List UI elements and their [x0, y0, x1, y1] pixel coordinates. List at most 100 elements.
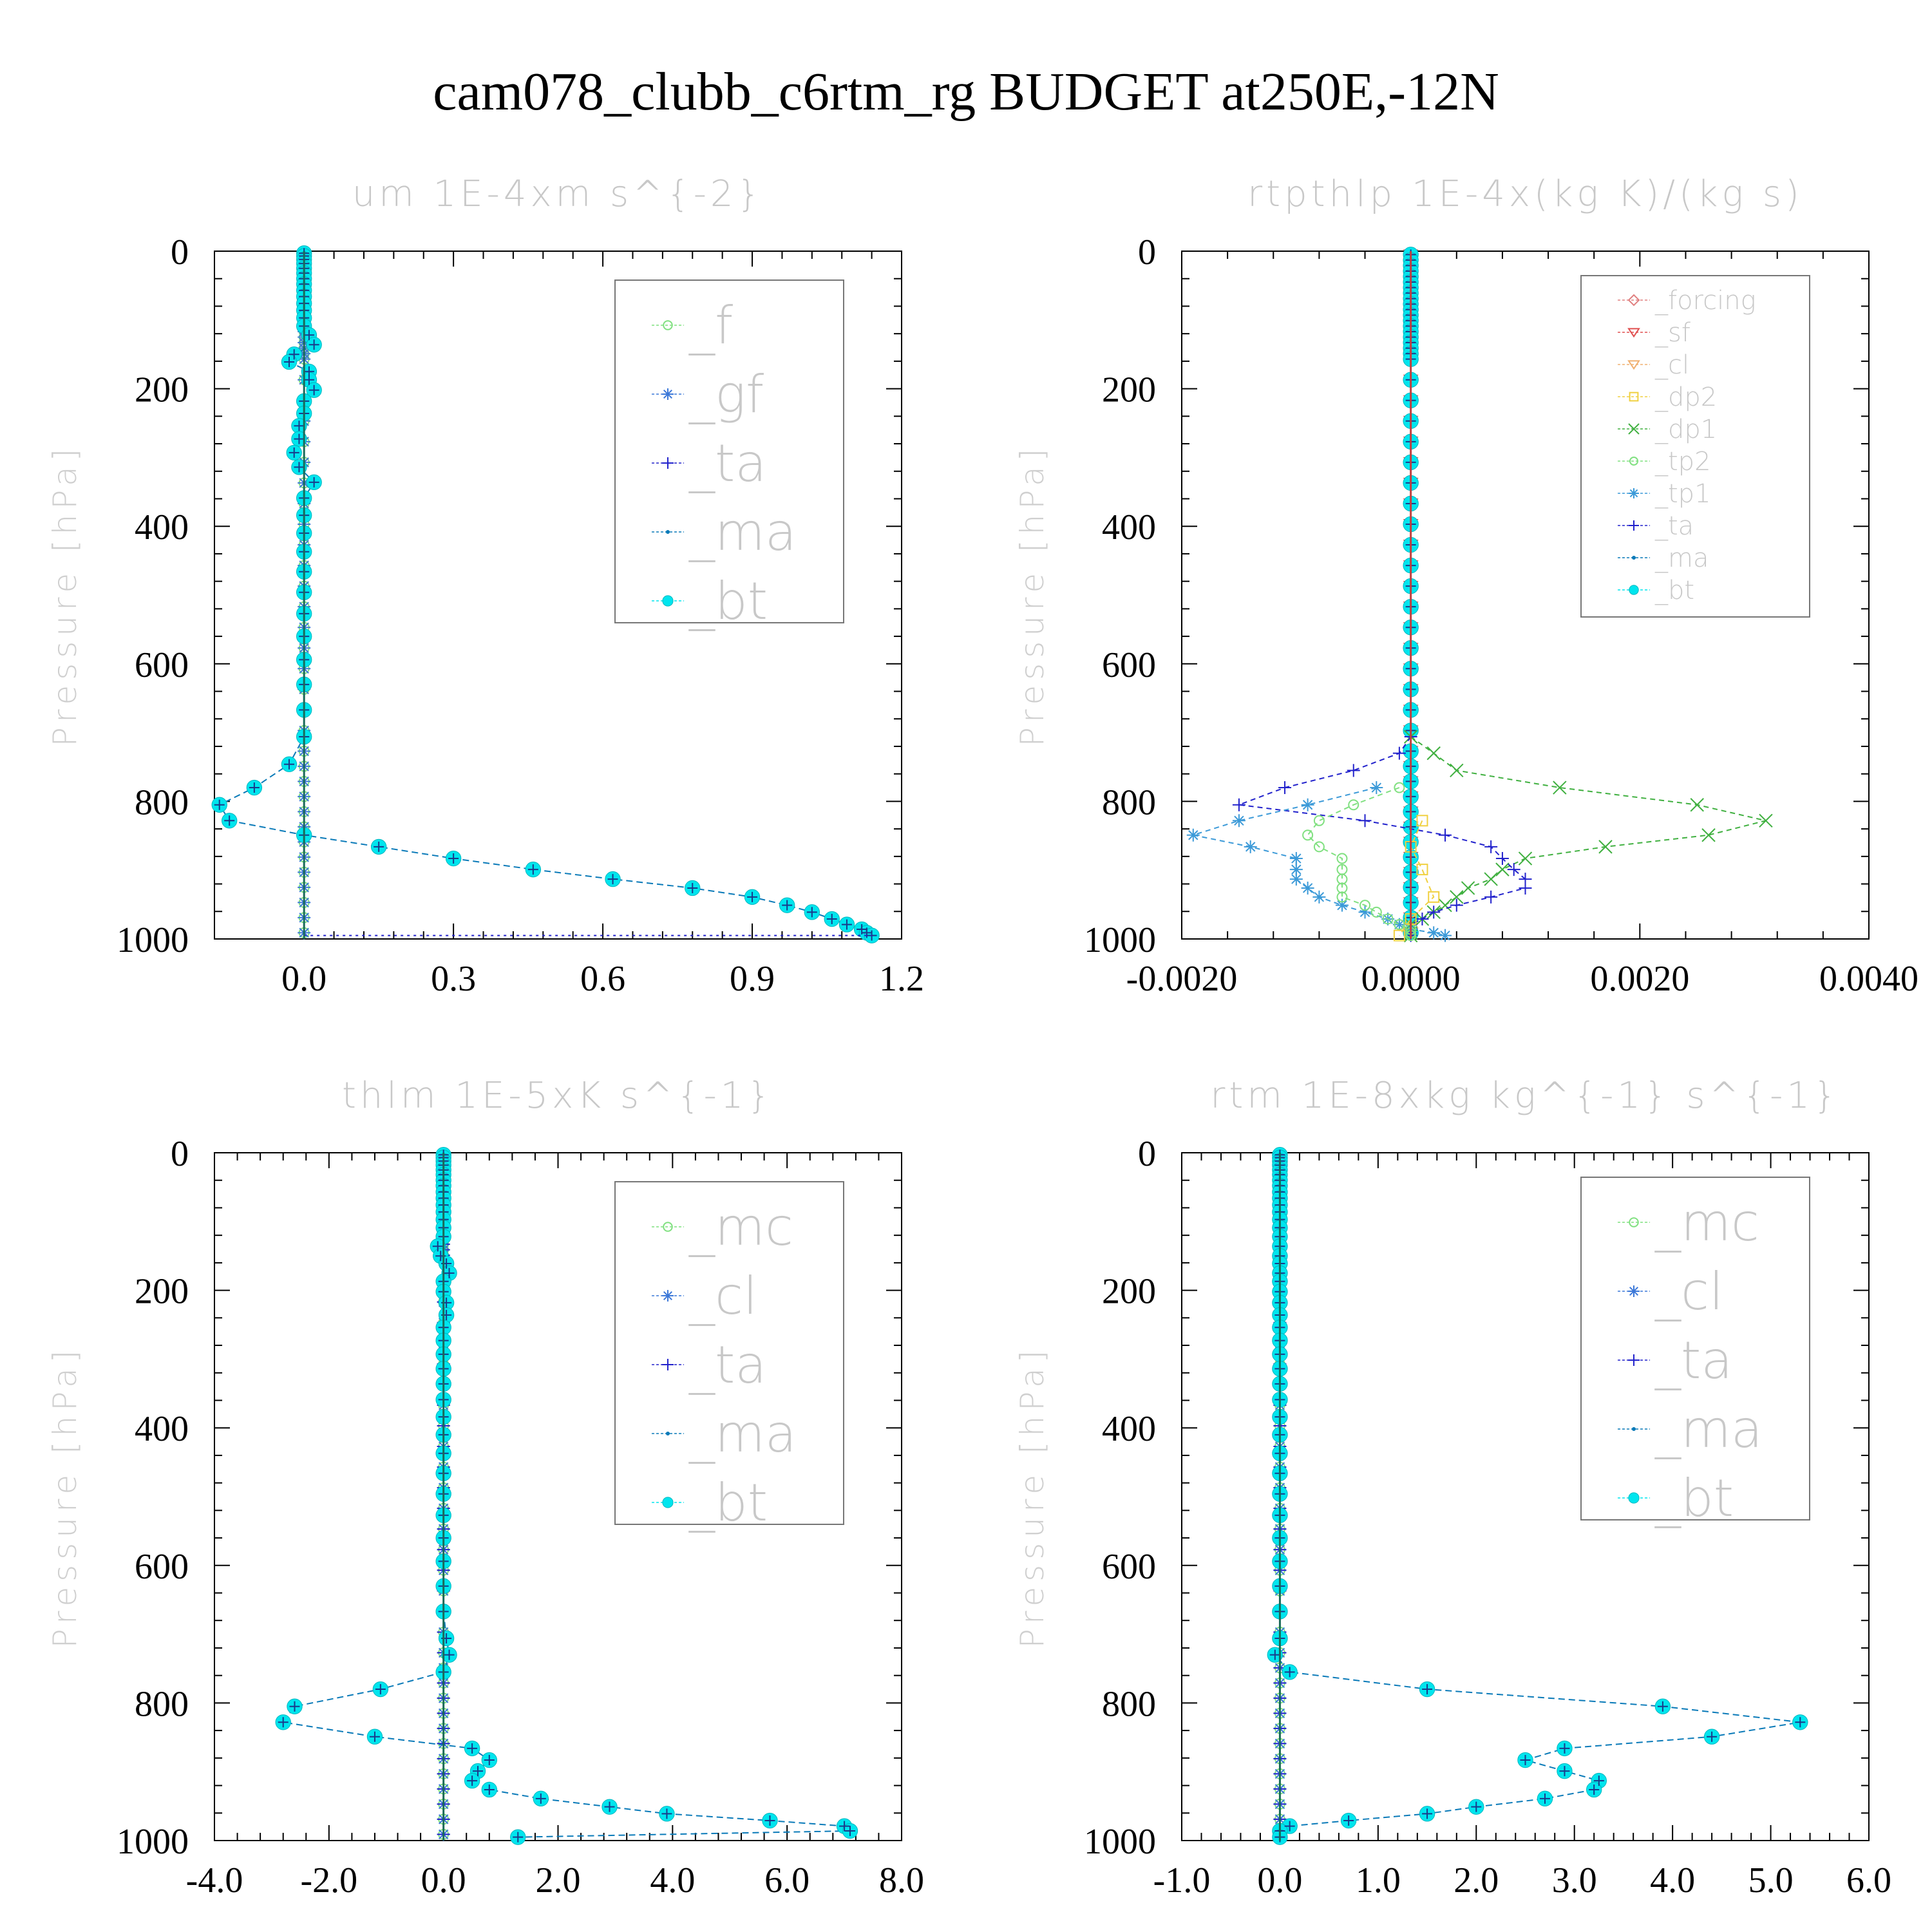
legend-entry-bt: _bt: [652, 571, 768, 631]
data-point: [1484, 840, 1498, 853]
panel-1: um 1E-4xm s^{-2} Pressure [hPa] 0.0 0.3 0.6 0…: [46, 173, 924, 999]
x-tick-label: 0.0000: [1361, 959, 1461, 999]
legend-entry-tp2: _tp2: [1618, 447, 1711, 477]
data-point: [1553, 781, 1567, 795]
data-point: [1759, 813, 1773, 828]
data-point: [1707, 1731, 1718, 1742]
data-point: [1795, 1717, 1806, 1728]
legend: _forcing_sf_cl _dp2 _dp1 _tp2_tp1_ta _ma _bt: [1580, 275, 1810, 618]
panel-title: rtpthlp 1E-4x(kg K)/(kg s): [1247, 173, 1803, 215]
data-point: [1439, 929, 1452, 942]
data-point: [444, 1649, 455, 1660]
data-point: [1336, 873, 1348, 885]
data-point: [1302, 829, 1314, 841]
data-point: [1450, 763, 1464, 778]
data-point: [1269, 1649, 1280, 1660]
legend-marker: [1627, 294, 1640, 307]
data-point: [1518, 851, 1533, 866]
x-tick-label: 3.0: [1552, 1861, 1597, 1900]
y-tick-label: 800: [1102, 1684, 1156, 1724]
legend-entry-ma: _ma: [652, 1404, 797, 1464]
legend-label: _ma: [688, 1404, 797, 1464]
data-point: [1520, 1755, 1531, 1766]
x-tick-label: 6.0: [764, 1861, 810, 1900]
legend-label: _mc: [688, 1197, 793, 1257]
data-point: [1471, 1801, 1482, 1812]
legend-marker: [1627, 328, 1640, 338]
data-point: [432, 1241, 443, 1252]
legend-entry-bt: _bt: [1618, 576, 1694, 605]
data-point: [1335, 898, 1349, 912]
figure-title: cam078_clubb_c6rtm_rg BUDGET at250E,-12N: [433, 62, 1499, 122]
legend-box: [614, 1181, 844, 1525]
legend-marker: [662, 457, 674, 469]
data-point: [294, 421, 305, 431]
x-tick-label: 5.0: [1748, 1861, 1794, 1900]
data-point: [1657, 1701, 1668, 1712]
data-point: [1392, 918, 1406, 931]
x-tick-label: 0.0020: [1590, 959, 1689, 999]
data-point: [294, 433, 305, 444]
data-point: [527, 864, 538, 875]
data-point: [1439, 828, 1452, 842]
legend-label: _bt: [688, 571, 768, 631]
legend-entry-dp1: _dp1: [1618, 415, 1717, 444]
y-tick-label: 1000: [1084, 1822, 1156, 1862]
legend-marker: [1629, 392, 1639, 402]
data-point: [1358, 905, 1372, 919]
data-point: [1484, 890, 1498, 904]
data-point: [448, 853, 459, 864]
legend-marker: [1629, 585, 1639, 595]
data-point: [278, 1717, 289, 1728]
data-point: [1186, 828, 1200, 842]
x-tick-label: 2.0: [536, 1861, 581, 1900]
legend-marker: [1627, 360, 1640, 370]
data-point: [513, 1832, 524, 1842]
data-point: [1559, 1766, 1570, 1777]
data-point: [1370, 906, 1382, 918]
data-point: [1336, 891, 1348, 903]
y-tick-label: 200: [135, 370, 189, 410]
legend-label: _cl: [688, 1266, 757, 1326]
x-tick-label: 2.0: [1454, 1861, 1499, 1900]
y-tick-label: 600: [1102, 645, 1156, 685]
data-point: [839, 1821, 850, 1832]
y-tick-label: 1000: [117, 920, 189, 960]
data-point: [826, 914, 837, 925]
data-point: [289, 447, 299, 458]
series-line: [1238, 736, 1526, 936]
series-tp2: [1302, 782, 1417, 942]
data-point: [1701, 828, 1716, 842]
y-tick-label: 0: [1138, 1134, 1156, 1174]
data-point: [1278, 781, 1292, 795]
data-point: [303, 374, 314, 385]
legend-entry-bt: _bt: [652, 1473, 768, 1533]
legend-box: [1580, 1177, 1810, 1520]
legend-label: _dp2: [1654, 383, 1717, 412]
y-axis-label: Pressure [hPa]: [46, 444, 84, 747]
y-tick-label: 1000: [1084, 920, 1156, 960]
legend-label: _mc: [1654, 1193, 1759, 1253]
x-tick-label: -2.0: [301, 1861, 358, 1900]
y-tick-label: 1000: [117, 1822, 189, 1862]
data-point: [1427, 926, 1441, 940]
y-axis-label: Pressure [hPa]: [1014, 444, 1051, 747]
legend-marker: [1628, 1285, 1640, 1297]
x-tick-label: 1.0: [1356, 1861, 1401, 1900]
legend-marker: [1629, 457, 1638, 466]
plot-frame: [214, 251, 902, 940]
x-tick-label: 0.0: [281, 959, 327, 999]
data-point: [1313, 815, 1325, 826]
data-point: [289, 1701, 300, 1712]
x-tick-label: 0.3: [431, 959, 476, 999]
y-tick-label: 800: [135, 1684, 189, 1724]
y-tick-label: 200: [1102, 370, 1156, 410]
data-point: [1313, 841, 1325, 853]
data-point: [1559, 1743, 1570, 1754]
legend: _mc _cl _ta _ma _bt: [1580, 1177, 1810, 1528]
legend-entry-ma: _ma: [1618, 544, 1709, 573]
legend-label: _ta: [1654, 1331, 1732, 1390]
data-point: [1416, 815, 1428, 827]
y-tick-label: 400: [135, 507, 189, 547]
